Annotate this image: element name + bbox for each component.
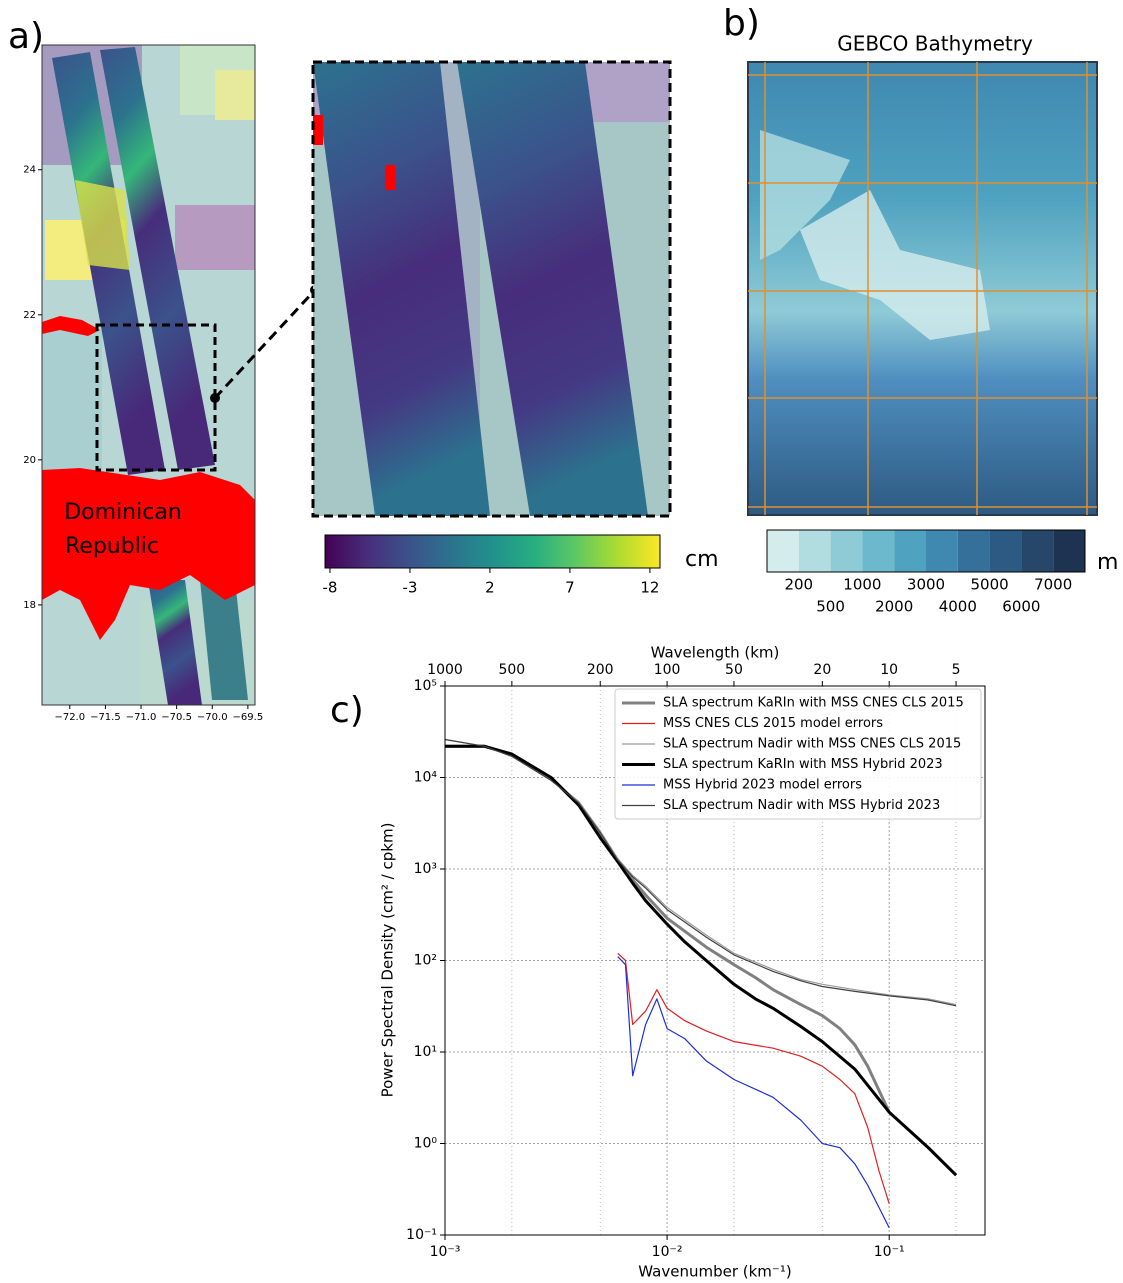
x-tick-label: −71.5 <box>90 712 121 723</box>
colorbar-frame <box>766 529 1086 573</box>
x-tick-label: 10⁻³ <box>430 1244 461 1260</box>
y-axis-label: Power Spectral Density (cm² / cpkm) <box>379 823 397 1098</box>
legend-box <box>614 688 982 820</box>
panel-label: a) <box>8 16 44 57</box>
series-line <box>617 956 890 1229</box>
colorbar-bin <box>926 530 958 572</box>
x2-tick-label: 50 <box>725 662 743 678</box>
x2-tick-label: 200 <box>587 662 614 678</box>
colorbar-tick-label: 5000 <box>971 576 1009 594</box>
y-tick-label: 10⁻¹ <box>406 1227 437 1243</box>
series-line <box>445 738 957 1007</box>
legend-label: SLA spectrum Nadir with MSS CNES CLS 201… <box>663 737 961 752</box>
x2-tick-label: 5 <box>952 662 961 678</box>
legend-label: MSS Hybrid 2023 model errors <box>663 778 862 793</box>
series-line <box>617 952 890 1204</box>
x-tick-label: −69.5 <box>233 712 264 723</box>
place-label: Republic <box>65 534 159 559</box>
x2-axis-label: Wavelength (km) <box>651 644 780 662</box>
x-tick-label: 10⁻¹ <box>874 1244 905 1260</box>
y-tick-label: 10¹ <box>414 1044 437 1060</box>
colorbar-tick-label: 7 <box>565 579 575 597</box>
colorbar-bin <box>989 530 1022 572</box>
series-line <box>445 744 958 1177</box>
legend-label: SLA spectrum KaRIn with MSS Hybrid 2023 <box>663 757 943 772</box>
colorbar <box>324 534 661 569</box>
colorbar-bin <box>798 530 831 572</box>
panel-label: c) <box>330 690 364 731</box>
colorbar-bin <box>1053 530 1085 572</box>
x-tick-label: −71.0 <box>126 712 157 723</box>
map-b <box>747 61 1098 516</box>
colorbar-unit: cm <box>685 547 719 572</box>
colorbar-bin <box>894 530 926 572</box>
colorbar-tick-label: 2 <box>485 579 495 597</box>
y-tick-label: 10³ <box>414 861 437 877</box>
x-tick-label: −72.0 <box>54 712 85 723</box>
panel-label: b) <box>723 3 760 44</box>
legend-label: MSS CNES CLS 2015 model errors <box>663 716 883 731</box>
y-tick-label: 20 <box>23 455 36 466</box>
colorbar-bin <box>830 530 863 572</box>
colorbar-bin <box>862 530 895 572</box>
colorbar-tick-label: 7000 <box>1034 576 1072 594</box>
colorbar-tick-label: 2000 <box>875 598 913 616</box>
colorbar-tick-label: 500 <box>816 598 845 616</box>
place-label: Dominican <box>64 500 182 525</box>
x-tick-label: 10⁻² <box>652 1244 683 1260</box>
colorbar-tick-label: 200 <box>784 576 813 594</box>
colorbar-tick-label: 6000 <box>1002 598 1040 616</box>
x2-tick-label: 500 <box>498 662 525 678</box>
map-a <box>42 45 255 705</box>
x2-tick-label: 1000 <box>427 662 463 678</box>
colorbar-tick-label: 12 <box>640 579 659 597</box>
colorbar-bin <box>767 530 799 572</box>
x-tick-label: −70.0 <box>197 712 228 723</box>
y-tick-label: 10⁴ <box>414 770 438 786</box>
map-title: GEBCO Bathymetry <box>837 32 1033 56</box>
map-zoom <box>313 62 670 516</box>
y-tick-label: 10² <box>414 953 437 969</box>
colorbar-tick-label: 4000 <box>939 598 977 616</box>
x-tick-label: −70.5 <box>161 712 192 723</box>
colorbar-bin <box>1021 530 1054 572</box>
colorbar-tick-label: -3 <box>402 579 417 597</box>
y-tick-label: 10⁰ <box>414 1136 438 1152</box>
colorbar-tick-label: 3000 <box>907 576 945 594</box>
x-axis-label: Wavenumber (km⁻¹) <box>638 1263 791 1281</box>
y-tick-label: 22 <box>23 310 36 321</box>
y-tick-label: 18 <box>23 600 36 611</box>
x2-tick-label: 10 <box>880 662 898 678</box>
colorbar-tick-label: 1000 <box>843 576 881 594</box>
x2-tick-label: 20 <box>813 662 831 678</box>
y-tick-label: 10⁵ <box>414 678 437 694</box>
colorbar-tick-label: -8 <box>322 579 337 597</box>
colorbar-unit: m <box>1097 550 1118 575</box>
x2-tick-label: 100 <box>654 662 681 678</box>
legend-label: SLA spectrum Nadir with MSS Hybrid 2023 <box>663 798 940 813</box>
colorbar-bin <box>957 530 990 572</box>
legend-label: SLA spectrum KaRIn with MSS CNES CLS 201… <box>663 696 964 711</box>
y-tick-label: 24 <box>23 165 36 176</box>
